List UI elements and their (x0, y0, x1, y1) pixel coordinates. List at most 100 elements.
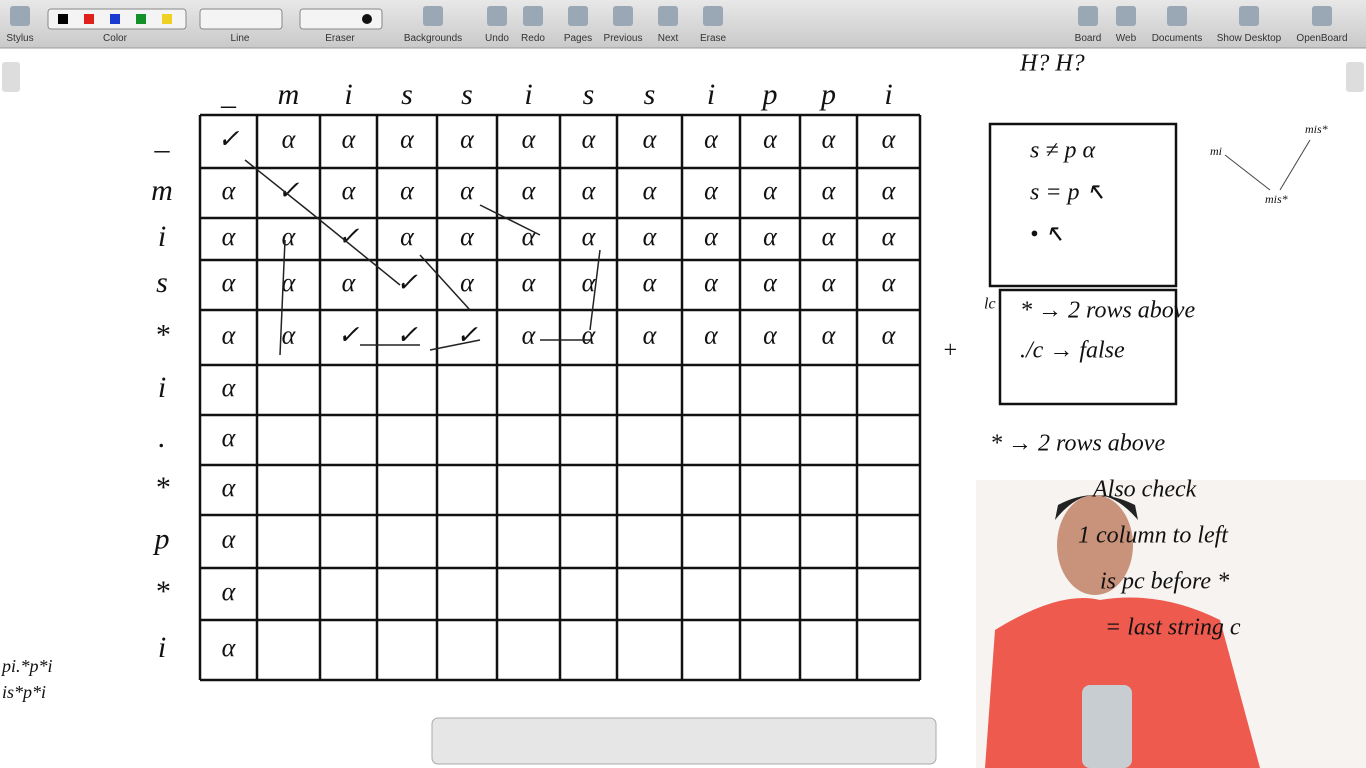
toolbar-icon[interactable] (487, 6, 507, 26)
row-header: . (158, 421, 166, 454)
table-cell: α (342, 176, 357, 205)
column-header: i (524, 78, 532, 111)
bottom-left-note: is*p*i (2, 682, 46, 702)
toolbar-icon[interactable] (703, 6, 723, 26)
toolbar-label[interactable]: Erase (700, 33, 727, 44)
table-cell: α (400, 222, 415, 251)
toolbar-label[interactable]: Documents (1152, 33, 1203, 44)
table-cell: α (582, 222, 597, 251)
toolbar-label[interactable]: Color (103, 33, 128, 44)
column-header: s (401, 78, 413, 111)
table-cell: α (222, 577, 237, 606)
box-line: • ↖ (1030, 222, 1065, 248)
color-swatch[interactable] (110, 14, 120, 24)
toolbar-label[interactable]: Redo (521, 33, 545, 44)
tree-label: mis* (1305, 122, 1328, 136)
plus-sign: + (942, 338, 958, 364)
table-cell: α (582, 320, 597, 349)
table-cell: α (342, 124, 357, 153)
toolbar-label[interactable]: Stylus (6, 33, 33, 44)
right-panel-toggle[interactable] (1346, 62, 1364, 92)
color-swatch[interactable] (136, 14, 146, 24)
note-line: = last string c (1105, 615, 1241, 641)
table-cell: ✓ (338, 222, 360, 251)
color-swatch[interactable] (162, 14, 172, 24)
column-header: s (644, 78, 656, 111)
toolbar-label[interactable]: Next (658, 33, 679, 44)
row-header: i (158, 220, 166, 253)
table-cell: α (222, 524, 237, 553)
toolbar-icon[interactable] (1078, 6, 1098, 26)
line-width-picker[interactable] (199, 8, 283, 30)
table-cell: α (522, 268, 537, 297)
connector-stroke (429, 339, 481, 351)
table-cell: ✓ (456, 320, 478, 349)
toolbar-icon[interactable] (423, 6, 443, 26)
table-cell: α (222, 633, 237, 662)
table-cell: α (522, 320, 537, 349)
webcam-overlay (976, 480, 1366, 768)
table-cell: ✓ (218, 124, 240, 153)
row-header: s (156, 266, 168, 299)
table-cell: ✓ (278, 176, 300, 205)
note-box (998, 288, 1178, 406)
table-cell: ✓ (396, 320, 418, 349)
toolbar-label[interactable]: Pages (564, 33, 592, 44)
toolbar-label[interactable]: Previous (604, 33, 643, 44)
table-cell: α (763, 320, 778, 349)
toolbar-label[interactable]: Line (231, 33, 250, 44)
toolbar-label[interactable]: Eraser (325, 33, 355, 44)
toolbar-icon[interactable] (568, 6, 588, 26)
box-line: * → 2 rows above (1020, 298, 1195, 324)
table-cell: α (822, 320, 837, 349)
table-cell: α (282, 124, 297, 153)
table-cell: α (882, 176, 897, 205)
table-cell: α (643, 320, 658, 349)
toolbar-icon[interactable] (1312, 6, 1332, 26)
note-line: * → 2 rows above (990, 431, 1165, 457)
color-swatch[interactable] (58, 14, 68, 24)
row-header: * (155, 318, 170, 351)
toolbar-label[interactable]: OpenBoard (1296, 33, 1347, 44)
table-cell: α (882, 268, 897, 297)
toolbar-icon[interactable] (10, 6, 30, 26)
left-panel-toggle[interactable] (2, 62, 20, 92)
toolbar-icon[interactable] (1167, 6, 1187, 26)
table-cell: α (282, 222, 297, 251)
toolbar-label[interactable]: Board (1075, 33, 1102, 44)
column-header: s (583, 78, 595, 111)
column-header: m (278, 78, 300, 111)
table-cell: α (643, 124, 658, 153)
table-cell: α (763, 124, 778, 153)
toolbar-icon[interactable] (1239, 6, 1259, 26)
board-content: _ m i s s i s s i p p i_mis*i.*p*i✓ α α α α α α α α α α αα ✓ α α α… (0, 51, 1328, 703)
toolbar-icon[interactable] (1116, 6, 1136, 26)
note-box (988, 122, 1178, 288)
column-header: p (819, 78, 836, 111)
color-swatch[interactable] (84, 14, 94, 24)
toolbar-icon[interactable] (523, 6, 543, 26)
note-line: Also check (1091, 477, 1197, 503)
toolbar-label[interactable]: Web (1116, 33, 1137, 44)
note-line: 1 column to left (1078, 523, 1229, 549)
column-header: i (344, 78, 352, 111)
toolbar-label[interactable]: Show Desktop (1217, 33, 1282, 44)
table-cell: α (342, 268, 357, 297)
tree-label: mi (1210, 144, 1222, 158)
table-cell: α (522, 124, 537, 153)
bottom-left-note: pi.*p*i (0, 656, 53, 676)
toolbar-label[interactable]: Undo (485, 33, 509, 44)
table-cell: α (882, 320, 897, 349)
table-cell: α (643, 176, 658, 205)
eraser-size-picker[interactable] (299, 8, 383, 30)
table-cell: α (460, 176, 475, 205)
toolbar-icon[interactable] (613, 6, 633, 26)
table-cell: α (704, 268, 719, 297)
box-line: s = p ↖ (1030, 180, 1106, 206)
row-header: _ (154, 122, 171, 155)
table-cell: α (582, 124, 597, 153)
table-cell: α (222, 268, 237, 297)
toolbar-label[interactable]: Backgrounds (404, 33, 462, 44)
toolbar-icon[interactable] (658, 6, 678, 26)
microphone (1082, 685, 1132, 768)
